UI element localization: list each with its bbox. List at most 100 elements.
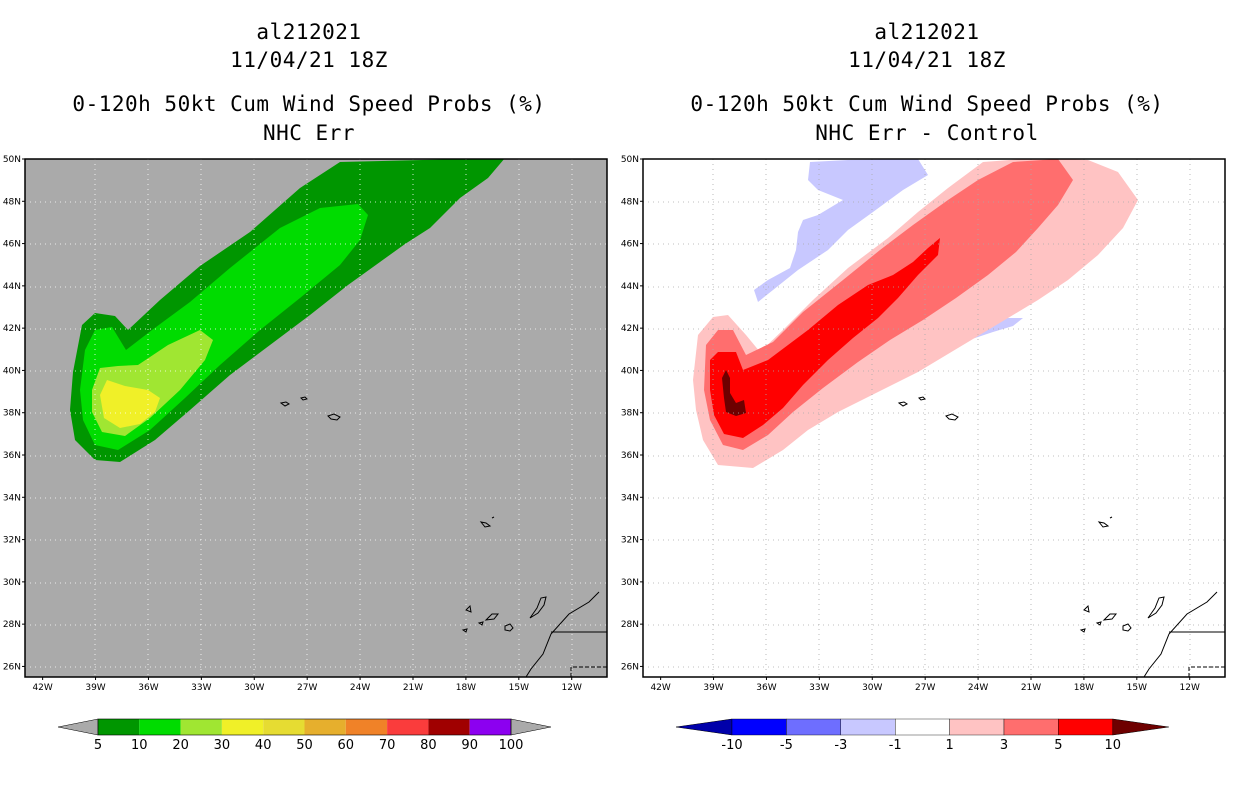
chart-subtitle: NHC Err: [262, 121, 355, 145]
colorbar-label: 40: [255, 738, 272, 753]
lon-tick-labels: 42W 39W 36W 33W 30W 27W 24W 21W 18W 15W 12W: [32, 677, 582, 693]
lat-label: 30N: [621, 578, 639, 588]
lat-label: 38N: [3, 409, 21, 419]
colorbar-swatch: [263, 719, 305, 735]
colorbar-label: 80: [420, 738, 437, 753]
lon-label: 42W: [650, 683, 670, 693]
lon-label: 18W: [1074, 683, 1094, 693]
colorbar-label: 100: [499, 738, 524, 753]
lon-label: 15W: [1127, 683, 1147, 693]
lat-label: 46N: [621, 240, 639, 250]
chart-title: 0-120h 50kt Cum Wind Speed Probs (%): [690, 92, 1164, 116]
colorbar-swatch: [469, 719, 511, 735]
colorbar-label: 70: [379, 738, 396, 753]
coastlines: [279, 396, 607, 677]
lon-label: 39W: [703, 683, 723, 693]
lon-label: 27W: [915, 683, 935, 693]
lon-label: 30W: [862, 683, 882, 693]
lat-label: 42N: [3, 324, 21, 334]
colorbar-label: 5: [94, 738, 102, 753]
colorbar-label: 5: [1054, 738, 1062, 753]
lat-label: 50N: [621, 155, 639, 165]
lon-label: 36W: [138, 683, 158, 693]
colorbar-swatch: [180, 719, 222, 735]
colorbar-high-arrow: [1112, 718, 1169, 736]
lat-label: 26N: [3, 662, 21, 672]
lat-label: 36N: [621, 451, 639, 461]
gridlines: [643, 159, 1225, 677]
lat-label: 26N: [621, 662, 639, 672]
lon-label: 15W: [509, 683, 529, 693]
colorbar: 5 10 20 30 40 50 60 70 80 90 100: [57, 718, 552, 753]
colorbar-swatch: [387, 719, 429, 735]
forecast-time: 11/04/21 18Z: [848, 48, 1006, 72]
colorbar-label: -10: [721, 738, 742, 753]
colorbar-swatch: [1058, 718, 1113, 736]
colorbar-swatch: [304, 719, 346, 735]
lat-label: 32N: [3, 536, 21, 546]
left-map-svg: 50N48N46N44N42N40N38N36N34N32N30N28N26N …: [3, 155, 608, 753]
colorbar-high-arrow: [510, 718, 552, 736]
contour-5: [710, 238, 940, 438]
lon-label: 39W: [85, 683, 105, 693]
colorbar-label: -3: [834, 738, 847, 753]
colorbar-label: -5: [780, 738, 793, 753]
coastlines: [897, 396, 1225, 677]
colorbar-swatch: [345, 719, 388, 735]
colorbar-swatch: [1003, 718, 1059, 736]
colorbar-label: 20: [172, 738, 189, 753]
colorbar-label: 10: [131, 738, 148, 753]
lat-label: 50N: [3, 155, 21, 165]
lon-label: 24W: [968, 683, 988, 693]
colorbar-swatch: [840, 718, 896, 736]
lon-label: 21W: [1021, 683, 1041, 693]
colorbar-swatch: [139, 719, 181, 735]
lon-label: 21W: [403, 683, 423, 693]
colorbar-swatch: [221, 719, 264, 735]
lat-label: 34N: [621, 493, 639, 503]
lat-label: 46N: [3, 240, 21, 250]
storm-id: al212021: [256, 20, 362, 44]
colorbar-swatch: [895, 718, 950, 736]
lat-tick-labels: 50N 48N 46N 44N 42N 40N 38N 36N 34N 32N 30N 28N 26N: [621, 155, 643, 672]
lat-label: 48N: [3, 197, 21, 207]
chart-subtitle: NHC Err - Control: [815, 121, 1039, 145]
colorbar-label: 1: [945, 738, 953, 753]
lat-label: 44N: [621, 282, 639, 292]
colorbar-label: 60: [338, 738, 355, 753]
difference-contours: [693, 159, 1138, 468]
lon-label: 12W: [1180, 683, 1200, 693]
colorbar-label: 90: [461, 738, 478, 753]
lon-label: 30W: [244, 683, 264, 693]
lat-label: 34N: [3, 493, 21, 503]
forecast-time: 11/04/21 18Z: [230, 48, 388, 72]
lon-label: 12W: [562, 683, 582, 693]
lat-label: 38N: [621, 409, 639, 419]
contour-10: [722, 370, 746, 416]
colorbar-low-arrow: [57, 718, 99, 736]
colorbar-swatch: [949, 718, 1005, 736]
colorbar-label: 3: [1000, 738, 1008, 753]
right-panel: al212021 11/04/21 18Z 0-120h 50kt Cum Wi…: [618, 0, 1236, 800]
lon-label: 33W: [191, 683, 211, 693]
lon-label: 18W: [456, 683, 476, 693]
lat-label: 40N: [3, 366, 21, 376]
colorbar-label: 50: [296, 738, 313, 753]
lon-label: 27W: [297, 683, 317, 693]
right-map-svg: 50N48N46N44N42N40N38N36N34N32N30N28N26N …: [621, 155, 1226, 753]
left-panel: al212021 11/04/21 18Z 0-120h 50kt Cum Wi…: [3, 20, 608, 753]
contour-neg1-a: [754, 159, 928, 302]
map-frame: [24, 158, 608, 678]
gridlines: [25, 159, 607, 677]
lon-label: 42W: [32, 683, 52, 693]
lat-label: 36N: [3, 451, 21, 461]
lat-label: 40N: [621, 366, 639, 376]
colorbar-label: 10: [1105, 738, 1122, 753]
lon-label: 33W: [809, 683, 829, 693]
lon-label: 24W: [350, 683, 370, 693]
lat-label: 44N: [3, 282, 21, 292]
lat-tick-labels: 50N 48N 46N 44N 42N 40N 38N 36N 34N 32N 30N 28N 26N: [3, 155, 25, 672]
colorbar-label: -1: [889, 738, 902, 753]
contour-30: [100, 380, 160, 428]
colorbar-frame: [97, 718, 512, 736]
